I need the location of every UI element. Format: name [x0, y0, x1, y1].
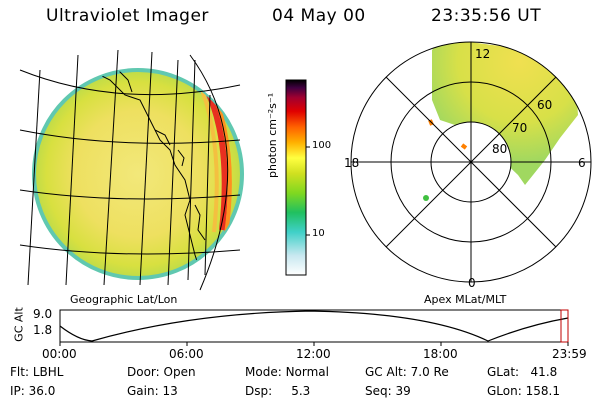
- door-field: Door: Open: [127, 365, 196, 379]
- mlt-label-0: 0: [468, 276, 476, 290]
- colorbar-tick-10: 10: [312, 228, 325, 239]
- altitude-ylabel: GC Alt: [12, 307, 26, 342]
- instrument-title: Ultraviolet Imager: [46, 6, 209, 26]
- auroral-oval: [432, 42, 578, 185]
- date-label: 04 May 00: [272, 6, 366, 26]
- altitude-xtick-0600: 06:00: [169, 347, 204, 361]
- flt-field: Flt: LBHL: [10, 365, 64, 379]
- dsp-field: Dsp: 5.3: [245, 384, 311, 398]
- left-panel-caption: Geographic Lat/Lon: [70, 293, 178, 306]
- time-label: 23:35:56 UT: [431, 6, 542, 26]
- gain-field: Gain: 13: [127, 384, 178, 398]
- seq-field: Seq: 39: [365, 384, 411, 398]
- mlt-label-12: 12: [475, 47, 491, 61]
- lat-label-80: 80: [492, 142, 508, 156]
- altitude-xtick-2359: 23:59: [552, 347, 587, 361]
- altitude-xtick-0000: 00:00: [42, 347, 77, 361]
- right-panel-caption: Apex MLat/MLT: [424, 293, 507, 306]
- altitude-ytick-9: 9.0: [33, 307, 53, 321]
- polar-grid: [350, 41, 592, 283]
- lat-lon-grid: [19, 49, 241, 291]
- lat-label-60: 60: [537, 98, 553, 112]
- mode-field: Mode: Normal: [245, 365, 329, 379]
- mlt-label-6: 6: [578, 156, 586, 170]
- mlt-label-18: 18: [344, 156, 360, 170]
- current-time-marker: [560, 309, 569, 343]
- gc-alt-field: GC Alt: 7.0 Re: [365, 365, 449, 379]
- altitude-xtick-1800: 18:00: [423, 347, 458, 361]
- altitude-curve: [59, 310, 569, 342]
- ip-field: IP: 36.0: [10, 384, 56, 398]
- altitude-xtick-1200: 12:00: [296, 347, 331, 361]
- lat-label-70: 70: [512, 121, 528, 135]
- glat-field: GLat: 41.8: [487, 365, 558, 379]
- colorbar-tick-100: 100: [312, 140, 332, 151]
- altitude-ytick-1.8: 1.8: [33, 323, 53, 337]
- glon-field: GLon: 158.1: [487, 384, 560, 398]
